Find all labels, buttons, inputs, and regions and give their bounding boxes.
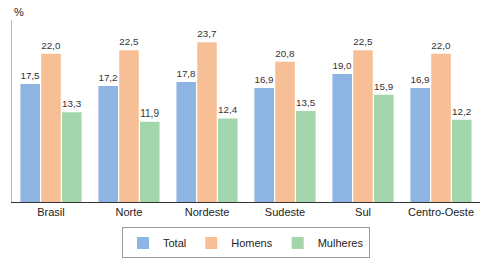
svg-text:Centro-Oeste: Centro-Oeste — [408, 206, 474, 218]
svg-text:Mulheres: Mulheres — [318, 237, 364, 249]
svg-text:22,5: 22,5 — [353, 36, 373, 47]
svg-text:12,4: 12,4 — [218, 104, 238, 115]
svg-text:15,9: 15,9 — [374, 81, 393, 92]
svg-text:19,0: 19,0 — [332, 60, 352, 71]
svg-text:12,2: 12,2 — [452, 106, 471, 117]
svg-text:16,9: 16,9 — [410, 74, 429, 85]
svg-text:23,7: 23,7 — [197, 28, 216, 39]
svg-text:16,9: 16,9 — [254, 74, 273, 85]
svg-text:22,0: 22,0 — [431, 40, 451, 51]
svg-text:22,0: 22,0 — [41, 40, 61, 51]
svg-text:%: % — [14, 6, 24, 18]
svg-text:Total: Total — [163, 237, 186, 249]
svg-text:Brasil: Brasil — [37, 206, 65, 218]
svg-text:13,5: 13,5 — [296, 97, 316, 108]
svg-text:Norte: Norte — [116, 206, 143, 218]
svg-text:17,8: 17,8 — [176, 68, 196, 79]
svg-text:Homens: Homens — [231, 237, 272, 249]
svg-text:Sul: Sul — [355, 206, 371, 218]
svg-text:11,9: 11,9 — [140, 108, 159, 119]
svg-text:Nordeste: Nordeste — [185, 206, 230, 218]
svg-text:20,8: 20,8 — [275, 48, 295, 59]
svg-text:Sudeste: Sudeste — [265, 206, 305, 218]
svg-text:13,3: 13,3 — [62, 98, 82, 109]
svg-text:22,5: 22,5 — [119, 36, 139, 47]
svg-text:17,2: 17,2 — [98, 72, 117, 83]
svg-text:17,5: 17,5 — [20, 70, 40, 81]
